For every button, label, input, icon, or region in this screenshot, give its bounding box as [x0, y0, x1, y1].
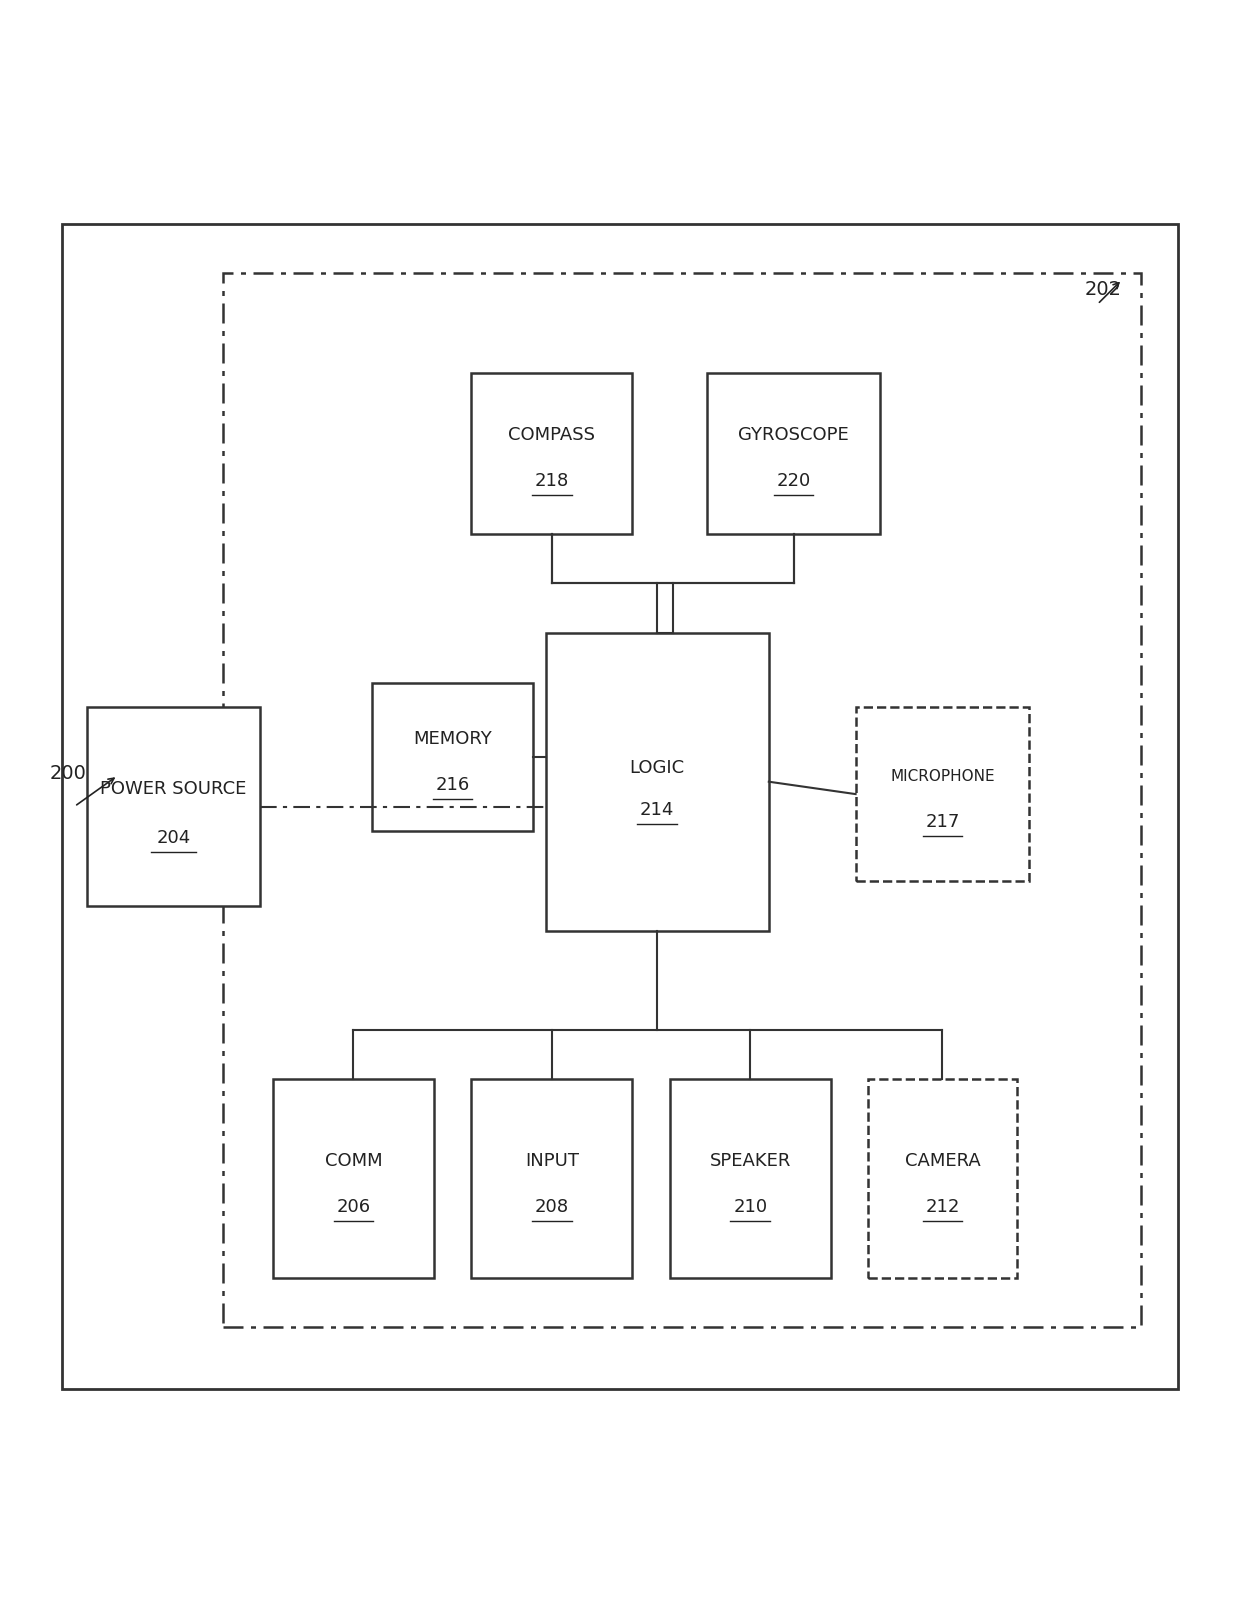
Text: 202: 202 — [1085, 279, 1122, 299]
FancyBboxPatch shape — [471, 1080, 632, 1278]
FancyBboxPatch shape — [707, 373, 880, 534]
FancyBboxPatch shape — [471, 373, 632, 534]
Text: INPUT: INPUT — [525, 1151, 579, 1169]
Text: 216: 216 — [435, 776, 470, 794]
FancyBboxPatch shape — [868, 1080, 1017, 1278]
FancyBboxPatch shape — [856, 709, 1029, 881]
Text: SPEAKER: SPEAKER — [709, 1151, 791, 1169]
FancyBboxPatch shape — [62, 224, 1178, 1390]
Text: 200: 200 — [50, 763, 87, 783]
Text: MEMORY: MEMORY — [413, 730, 492, 747]
Text: 214: 214 — [640, 801, 675, 818]
FancyBboxPatch shape — [546, 634, 769, 931]
Text: CAMERA: CAMERA — [904, 1151, 981, 1169]
Text: 220: 220 — [776, 471, 811, 491]
Text: 206: 206 — [336, 1198, 371, 1215]
Text: 217: 217 — [925, 813, 960, 831]
Text: MICROPHONE: MICROPHONE — [890, 768, 994, 783]
FancyBboxPatch shape — [670, 1080, 831, 1278]
Text: 208: 208 — [534, 1198, 569, 1215]
Bar — [223, 274, 1141, 1327]
Text: 210: 210 — [733, 1198, 768, 1215]
Text: GYROSCOPE: GYROSCOPE — [738, 426, 849, 444]
FancyBboxPatch shape — [273, 1080, 434, 1278]
Text: 212: 212 — [925, 1198, 960, 1215]
Text: POWER SOURCE: POWER SOURCE — [100, 780, 247, 797]
Text: 218: 218 — [534, 471, 569, 491]
FancyBboxPatch shape — [372, 683, 533, 831]
Text: COMPASS: COMPASS — [508, 426, 595, 444]
Text: COMM: COMM — [325, 1151, 382, 1169]
FancyBboxPatch shape — [87, 709, 260, 905]
Text: LOGIC: LOGIC — [630, 759, 684, 776]
Text: 204: 204 — [156, 830, 191, 847]
